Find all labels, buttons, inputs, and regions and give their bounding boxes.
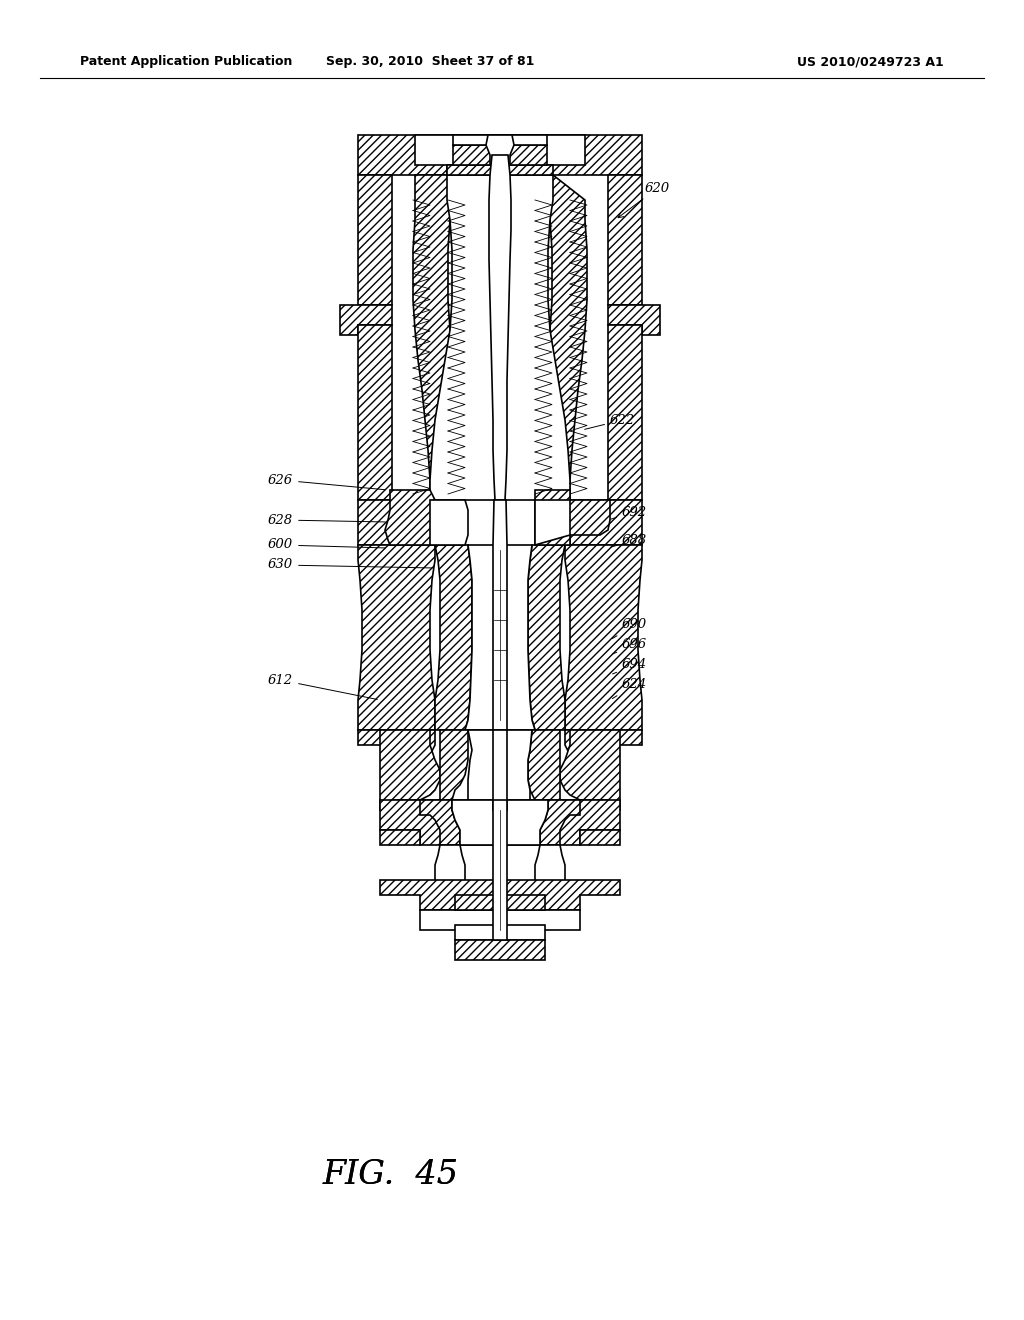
Polygon shape bbox=[489, 154, 511, 500]
Polygon shape bbox=[465, 545, 535, 730]
Polygon shape bbox=[380, 730, 440, 810]
Polygon shape bbox=[380, 880, 620, 909]
Polygon shape bbox=[580, 830, 620, 845]
Polygon shape bbox=[430, 176, 570, 500]
Polygon shape bbox=[453, 135, 547, 145]
Polygon shape bbox=[608, 325, 642, 500]
Text: 600: 600 bbox=[268, 539, 385, 552]
Polygon shape bbox=[535, 500, 570, 545]
Polygon shape bbox=[560, 730, 620, 810]
Text: Sep. 30, 2010  Sheet 37 of 81: Sep. 30, 2010 Sheet 37 of 81 bbox=[326, 55, 535, 69]
Polygon shape bbox=[535, 490, 610, 545]
Polygon shape bbox=[340, 305, 392, 335]
Polygon shape bbox=[430, 500, 468, 545]
Polygon shape bbox=[358, 730, 435, 760]
Polygon shape bbox=[493, 730, 507, 810]
Text: 692: 692 bbox=[610, 506, 647, 519]
Polygon shape bbox=[528, 545, 565, 730]
Polygon shape bbox=[570, 500, 642, 545]
Polygon shape bbox=[435, 545, 472, 730]
Polygon shape bbox=[440, 730, 468, 810]
Polygon shape bbox=[452, 800, 548, 845]
Polygon shape bbox=[447, 165, 553, 176]
Text: 620: 620 bbox=[618, 181, 670, 218]
Text: FIG.  45: FIG. 45 bbox=[322, 1159, 458, 1191]
Text: 696: 696 bbox=[612, 639, 647, 653]
Polygon shape bbox=[540, 800, 580, 845]
Text: 690: 690 bbox=[612, 619, 647, 639]
Text: 622: 622 bbox=[585, 413, 635, 429]
Polygon shape bbox=[380, 830, 420, 845]
Polygon shape bbox=[455, 895, 545, 909]
Polygon shape bbox=[358, 500, 430, 545]
Text: 694: 694 bbox=[612, 659, 647, 675]
Polygon shape bbox=[565, 730, 642, 760]
Polygon shape bbox=[535, 845, 565, 895]
Text: 630: 630 bbox=[268, 558, 432, 572]
Polygon shape bbox=[420, 800, 460, 845]
Polygon shape bbox=[608, 176, 642, 305]
Polygon shape bbox=[380, 800, 620, 845]
Polygon shape bbox=[468, 730, 532, 810]
Polygon shape bbox=[455, 925, 545, 940]
Polygon shape bbox=[358, 135, 642, 176]
Polygon shape bbox=[358, 325, 392, 500]
Polygon shape bbox=[358, 176, 392, 305]
Text: US 2010/0249723 A1: US 2010/0249723 A1 bbox=[798, 55, 944, 69]
Polygon shape bbox=[528, 730, 560, 810]
Polygon shape bbox=[486, 135, 514, 165]
Polygon shape bbox=[420, 909, 580, 931]
Text: 688: 688 bbox=[610, 533, 647, 548]
Polygon shape bbox=[385, 490, 435, 545]
Polygon shape bbox=[413, 165, 468, 500]
Text: Patent Application Publication: Patent Application Publication bbox=[80, 55, 293, 69]
Polygon shape bbox=[532, 165, 587, 500]
Text: FIG.  45: FIG. 45 bbox=[322, 1159, 458, 1191]
Polygon shape bbox=[453, 145, 547, 165]
Text: 624: 624 bbox=[612, 678, 647, 698]
Polygon shape bbox=[415, 135, 585, 165]
Polygon shape bbox=[455, 940, 545, 960]
Polygon shape bbox=[358, 545, 435, 730]
Polygon shape bbox=[493, 800, 507, 940]
Polygon shape bbox=[435, 845, 465, 895]
Text: 612: 612 bbox=[268, 673, 377, 700]
Polygon shape bbox=[565, 545, 642, 730]
Text: 626: 626 bbox=[268, 474, 385, 490]
Polygon shape bbox=[493, 500, 507, 730]
Text: 628: 628 bbox=[268, 513, 385, 527]
Polygon shape bbox=[608, 305, 660, 335]
